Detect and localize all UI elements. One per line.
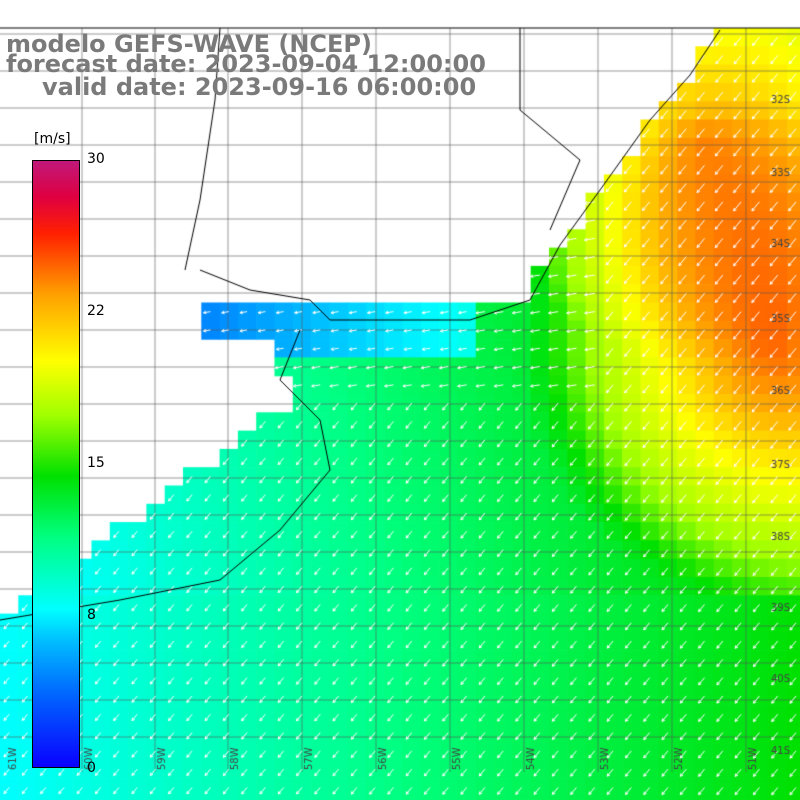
colorbar-tick-22: 22 [87, 303, 105, 319]
colorbar-unit: [m/s] [34, 131, 71, 147]
colorbar-tick-30: 30 [87, 151, 105, 167]
forecast-date: forecast date: 2023-09-04 12:00:00 [6, 50, 486, 78]
colorbar-tick-0: 0 [87, 760, 96, 776]
colorbar-gradient [32, 160, 80, 768]
model-title: modelo GEFS-WAVE (NCEP) [6, 30, 372, 58]
colorbar-tick-15: 15 [87, 455, 105, 471]
valid-date: valid date: 2023-09-16 06:00:00 [42, 73, 477, 101]
colorbar-tick-8: 8 [87, 607, 96, 623]
